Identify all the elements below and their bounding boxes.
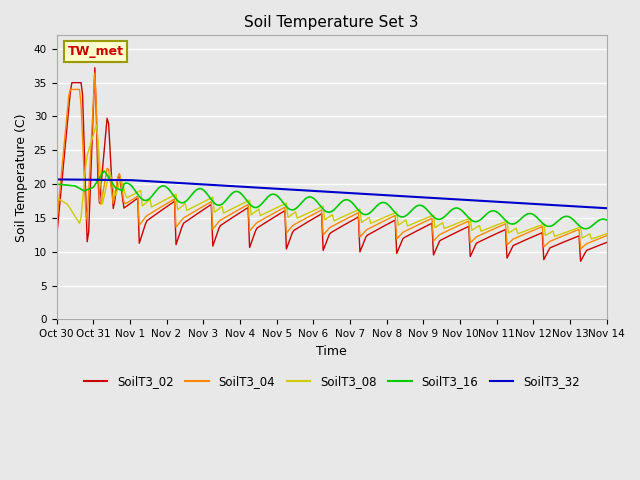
SoilT3_32 [52, 177, 60, 182]
SoilT3_08 [122, 192, 129, 198]
SoilT3_02 [237, 210, 244, 216]
Title: Soil Temperature Set 3: Soil Temperature Set 3 [244, 15, 419, 30]
SoilT3_08 [295, 215, 303, 220]
SoilT3_08 [93, 122, 100, 128]
SoilT3_32 [217, 182, 225, 188]
Legend: SoilT3_02, SoilT3_04, SoilT3_08, SoilT3_16, SoilT3_32: SoilT3_02, SoilT3_04, SoilT3_08, SoilT3_… [79, 371, 584, 393]
SoilT3_02 [295, 225, 303, 230]
SoilT3_08 [52, 195, 60, 201]
SoilT3_08 [246, 197, 253, 203]
SoilT3_02 [603, 240, 611, 245]
SoilT3_32 [235, 184, 243, 190]
SoilT3_16 [52, 181, 60, 187]
SoilT3_32 [244, 184, 252, 190]
SoilT3_04 [246, 228, 253, 234]
SoilT3_02 [573, 234, 581, 240]
SoilT3_02 [91, 65, 99, 71]
Text: TW_met: TW_met [68, 45, 124, 58]
Line: SoilT3_08: SoilT3_08 [56, 125, 607, 239]
SoilT3_08 [237, 202, 244, 207]
SoilT3_16 [603, 217, 611, 223]
SoilT3_16 [581, 226, 589, 232]
SoilT3_16 [218, 201, 226, 207]
SoilT3_16 [573, 221, 581, 227]
X-axis label: Time: Time [316, 345, 347, 358]
SoilT3_04 [577, 246, 584, 252]
SoilT3_04 [237, 206, 244, 212]
Line: SoilT3_16: SoilT3_16 [56, 171, 607, 229]
SoilT3_16 [246, 201, 253, 207]
Line: SoilT3_04: SoilT3_04 [56, 73, 607, 249]
SoilT3_04 [218, 216, 226, 222]
SoilT3_02 [577, 258, 584, 264]
SoilT3_08 [573, 225, 581, 231]
SoilT3_02 [218, 222, 226, 228]
SoilT3_08 [218, 204, 226, 209]
SoilT3_32 [120, 177, 128, 183]
SoilT3_08 [603, 231, 611, 237]
Line: SoilT3_32: SoilT3_32 [56, 180, 607, 208]
SoilT3_02 [122, 204, 129, 210]
Y-axis label: Soil Temperature (C): Soil Temperature (C) [15, 113, 28, 241]
SoilT3_32 [293, 187, 301, 193]
SoilT3_04 [603, 233, 611, 239]
SoilT3_04 [52, 222, 60, 228]
SoilT3_08 [588, 236, 595, 242]
SoilT3_16 [295, 203, 303, 209]
SoilT3_16 [122, 180, 129, 186]
SoilT3_04 [91, 70, 99, 76]
SoilT3_04 [295, 219, 303, 225]
SoilT3_04 [573, 227, 581, 233]
SoilT3_16 [100, 168, 108, 174]
SoilT3_16 [237, 190, 244, 196]
SoilT3_32 [572, 204, 580, 209]
SoilT3_02 [52, 235, 60, 241]
SoilT3_04 [122, 201, 129, 206]
Line: SoilT3_02: SoilT3_02 [56, 68, 607, 261]
SoilT3_32 [603, 205, 611, 211]
SoilT3_02 [246, 245, 253, 251]
